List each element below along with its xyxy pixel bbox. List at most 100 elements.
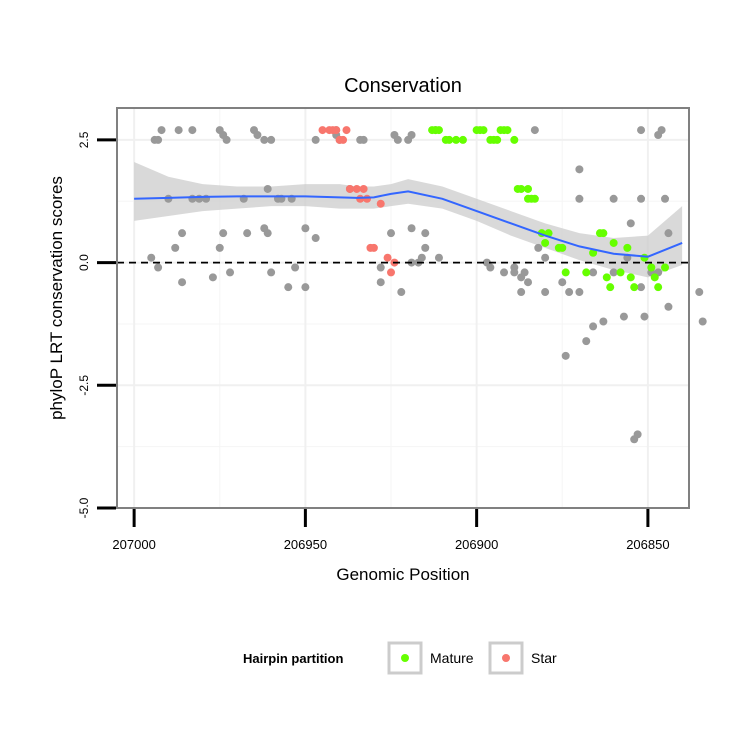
data-point-other xyxy=(376,278,385,287)
y-tick-label: -5.0 xyxy=(77,497,91,518)
data-point-mature xyxy=(606,283,615,292)
data-point-other xyxy=(664,229,673,238)
data-point-other xyxy=(222,135,231,144)
data-point-other xyxy=(267,135,276,144)
data-point-other xyxy=(520,268,529,277)
data-point-mature xyxy=(647,263,656,272)
data-point-other xyxy=(626,219,635,228)
data-point-star xyxy=(318,126,327,135)
data-point-mature xyxy=(561,268,570,277)
data-point-other xyxy=(215,243,224,252)
y-axis-label: phyloP LRT conservation scores xyxy=(47,176,66,420)
data-point-other xyxy=(541,288,550,297)
data-point-other xyxy=(698,317,707,326)
data-point-star xyxy=(387,268,396,277)
data-point-other xyxy=(154,135,163,144)
x-tick-label: 206950 xyxy=(284,537,327,552)
data-point-mature xyxy=(602,273,611,282)
data-point-other xyxy=(517,288,526,297)
data-point-star xyxy=(376,199,385,208)
data-point-other xyxy=(640,312,649,321)
data-point-other xyxy=(510,268,519,277)
x-tick-label: 206850 xyxy=(626,537,669,552)
data-point-mature xyxy=(503,126,512,135)
data-point-mature xyxy=(558,243,567,252)
data-point-other xyxy=(188,126,197,135)
data-point-mature xyxy=(517,184,526,193)
data-point-other xyxy=(664,302,673,311)
legend-swatch-mature xyxy=(401,654,409,662)
data-point-other xyxy=(534,243,543,252)
x-tick-label: 206900 xyxy=(455,537,498,552)
data-point-other xyxy=(619,312,628,321)
data-point-other xyxy=(657,126,666,135)
y-tick-label: 2.5 xyxy=(77,131,91,148)
plot-area: 2.5 0.0 -2.5 -5.0 207000 206950 206900 206850 xyxy=(77,107,707,552)
data-point-other xyxy=(541,253,550,262)
data-point-other xyxy=(637,126,646,135)
y-tick-label: 0.0 xyxy=(77,254,91,271)
data-point-star xyxy=(342,126,351,135)
data-point-other xyxy=(359,135,368,144)
data-point-star xyxy=(383,253,392,262)
data-point-star xyxy=(369,243,378,252)
data-point-other xyxy=(260,135,269,144)
data-point-star xyxy=(359,184,368,193)
data-point-other xyxy=(407,224,416,233)
data-point-other xyxy=(301,283,310,292)
data-point-other xyxy=(188,194,197,203)
data-point-star xyxy=(339,135,348,144)
data-point-other xyxy=(637,194,646,203)
data-point-other xyxy=(565,288,574,297)
legend: Hairpin partition Mature Star xyxy=(243,641,557,675)
data-point-mature xyxy=(661,263,670,272)
data-point-other xyxy=(434,253,443,262)
plot-border xyxy=(116,107,690,509)
data-point-mature xyxy=(640,253,649,262)
data-point-other xyxy=(407,130,416,139)
legend-label-mature: Mature xyxy=(430,650,474,666)
data-point-other xyxy=(147,253,156,262)
data-point-other xyxy=(171,243,180,252)
data-point-mature xyxy=(623,243,632,252)
data-point-other xyxy=(609,268,618,277)
data-point-other xyxy=(154,263,163,272)
data-point-other xyxy=(575,288,584,297)
data-point-mature xyxy=(434,126,443,135)
data-point-other xyxy=(589,322,598,331)
smooth-trend-line xyxy=(134,190,683,258)
data-point-other xyxy=(500,268,509,277)
data-point-other xyxy=(253,130,262,139)
data-point-other xyxy=(530,126,539,135)
data-point-other xyxy=(561,351,570,360)
data-point-star xyxy=(345,184,354,193)
legend-title: Hairpin partition xyxy=(243,651,343,666)
data-point-other xyxy=(582,337,591,346)
data-point-mature xyxy=(609,238,618,247)
data-point-other xyxy=(589,268,598,277)
data-point-other xyxy=(174,126,183,135)
legend-key-star xyxy=(488,641,524,675)
data-point-other xyxy=(284,283,293,292)
x-tick-label: 207000 xyxy=(112,537,155,552)
data-point-other xyxy=(178,278,187,287)
data-point-mature xyxy=(452,135,461,144)
data-point-mature xyxy=(510,135,519,144)
data-point-other xyxy=(263,229,272,238)
data-point-star xyxy=(332,126,341,135)
data-point-other xyxy=(486,263,495,272)
data-point-mature xyxy=(541,238,550,247)
data-point-mature xyxy=(626,273,635,282)
data-point-mature xyxy=(479,126,488,135)
data-point-other xyxy=(263,184,272,193)
data-point-mature xyxy=(654,283,663,292)
data-point-other xyxy=(387,229,396,238)
data-point-mature xyxy=(650,273,659,282)
data-point-mature xyxy=(524,184,533,193)
chart-title: Conservation xyxy=(344,75,462,97)
x-axis-label: Genomic Position xyxy=(336,565,469,584)
data-point-other xyxy=(575,165,584,174)
data-point-star xyxy=(363,194,372,203)
data-point-other xyxy=(421,229,430,238)
data-point-other xyxy=(630,435,639,444)
